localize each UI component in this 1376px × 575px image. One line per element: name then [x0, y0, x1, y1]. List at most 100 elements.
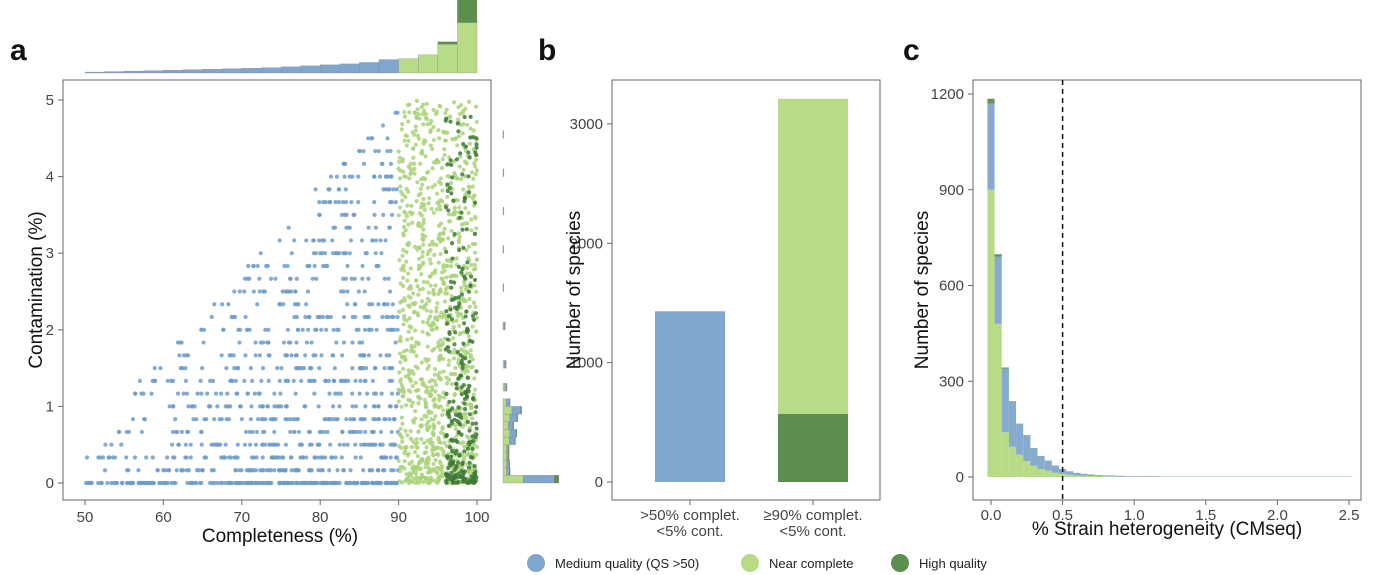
panel-a-point-near: [411, 291, 416, 296]
panel-a-point-near: [420, 151, 425, 156]
panel-a-point-medium: [314, 276, 319, 281]
panel-a-point-near: [398, 388, 403, 393]
panel-a-point-high: [474, 426, 479, 431]
panel-a-point-medium: [212, 302, 217, 307]
panel-a-point-near: [415, 133, 421, 138]
panel-c-letter: c: [903, 34, 920, 67]
panel-a-point-medium: [236, 366, 241, 371]
panel-a-point-medium: [387, 353, 392, 358]
panel-a-point-near: [416, 292, 421, 297]
panel-b-bar-near: [778, 98, 848, 414]
panel-a-point-medium: [235, 455, 240, 460]
panel-a-point-near: [450, 273, 455, 278]
panel-a-point-medium: [263, 417, 268, 422]
panel-a-point-near: [406, 222, 411, 227]
panel-a-point-medium: [352, 276, 357, 281]
panel-a-point-near: [422, 176, 428, 182]
panel-a-point-near: [409, 444, 415, 450]
panel-a-point-near: [397, 370, 402, 375]
panel-a-point-near: [427, 196, 432, 201]
panel-a-point-high: [454, 386, 459, 391]
panel-a-point-medium: [282, 263, 287, 269]
panel-c-ytick-label: 600: [939, 278, 964, 295]
panel-a-point-medium: [313, 455, 318, 460]
panel-a-point-medium: [258, 251, 263, 256]
panel-a-point-medium: [231, 353, 236, 358]
panel-a-point-near: [441, 341, 446, 346]
panel-a-point-near: [471, 392, 477, 397]
panel-a-point-medium: [236, 327, 241, 332]
panel-a-point-medium: [239, 480, 244, 486]
panel-a-point-near: [428, 274, 433, 279]
panel-a-point-near: [439, 446, 444, 451]
panel-a-point-medium: [170, 429, 176, 435]
panel-a-point-medium: [184, 468, 189, 473]
panel-a-point-near: [452, 136, 457, 142]
panel-a-tophist-bar-near: [437, 44, 458, 74]
panel-a-point-medium: [288, 276, 293, 281]
panel-a-point-near: [419, 224, 424, 229]
panel-a-point-near: [428, 283, 433, 288]
panel-a-point-medium: [286, 378, 291, 383]
panel-a-point-near: [400, 354, 405, 359]
panel-a-point-near: [439, 315, 445, 320]
panel-a-point-medium: [281, 340, 287, 345]
panel-a-tophist-bar-near: [398, 58, 419, 74]
panel-a-point-medium: [304, 238, 309, 243]
panel-a-point-near: [444, 107, 449, 112]
panel-a-point-near: [404, 186, 409, 192]
panel-a-tophist-bar-medium: [202, 69, 223, 74]
panel-a-point-near: [425, 280, 430, 285]
panel-a-point-near: [409, 212, 414, 217]
panel-a-tophist-bar-near: [418, 54, 438, 74]
panel-a-point-medium: [331, 417, 337, 422]
panel-a-point-near: [451, 356, 457, 361]
panel-a-point-near: [420, 262, 426, 267]
panel-a-point-near: [437, 236, 443, 241]
panel-a-point-high: [449, 477, 454, 482]
panel-a-point-near: [468, 354, 473, 360]
panel-a-point-medium: [370, 480, 375, 486]
panel-a-point-medium: [373, 366, 378, 371]
panel-a-point-near: [413, 328, 418, 333]
panel-a-point-near: [427, 242, 432, 248]
panel-a-point-near: [444, 381, 450, 386]
panel-a-point-near: [437, 370, 442, 375]
panel-a-point-near: [419, 436, 424, 442]
panel-a-point-medium: [84, 480, 89, 486]
panel-a-point-near: [443, 111, 448, 116]
panel-a-righthist-bar-near: [502, 429, 510, 438]
panel-a-point-medium: [320, 251, 325, 256]
panel-a-point-near: [418, 377, 423, 382]
panel-a-point-near: [461, 167, 466, 172]
panel-a-point-near: [398, 379, 403, 384]
panel-a-point-high: [451, 438, 456, 443]
panel-a-point-near: [469, 451, 475, 456]
panel-a-point-medium: [371, 429, 376, 435]
panel-a-point-near: [439, 165, 445, 171]
panel-a-point-high: [471, 317, 477, 323]
panel-a-tophist-bar-high: [437, 41, 458, 45]
panel-a-point-near: [471, 194, 476, 199]
panel-a-point-medium: [320, 314, 326, 320]
panel-a-point-medium: [289, 468, 294, 473]
panel-a-point-high: [447, 349, 452, 354]
panel-a-point-medium: [383, 455, 388, 460]
panel-a-point-medium: [188, 442, 193, 447]
panel-a-point-near: [431, 137, 437, 143]
panel-a-point-medium: [257, 289, 262, 294]
panel-a-point-medium: [320, 263, 326, 269]
panel-a-point-medium: [137, 378, 142, 383]
panel-a-point-medium: [172, 455, 177, 460]
panel-a-point-near: [400, 198, 405, 203]
panel-a-point-high: [472, 277, 478, 283]
panel-a-point-near: [430, 440, 435, 445]
panel-c-bar-medium: [987, 103, 995, 190]
panel-a-point-medium: [389, 391, 395, 396]
panel-a-point-medium: [353, 378, 358, 383]
panel-a-point-near: [454, 273, 459, 279]
panel-c-bar-near: [1109, 476, 1117, 477]
panel-a-point-medium: [296, 429, 302, 435]
panel-a-point-medium: [330, 404, 336, 409]
panel-a-point-medium: [243, 353, 248, 358]
